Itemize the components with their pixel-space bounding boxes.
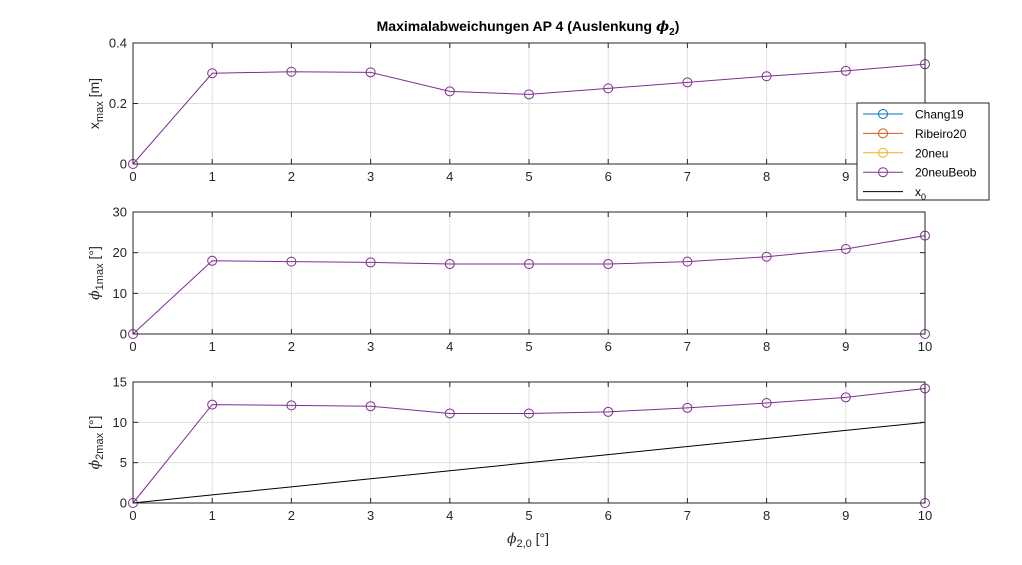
data-point-20neuBeob	[286, 400, 297, 411]
x-tick-label: 9	[842, 508, 849, 523]
y-tick-label: 0	[120, 157, 127, 172]
data-point-20neuBeob	[682, 402, 693, 413]
x-tick-label: 0	[129, 339, 136, 354]
data-point-20neuBeob	[207, 255, 218, 266]
data-point-20neuBeob	[761, 71, 772, 82]
data-point-20neuBeob	[840, 244, 851, 255]
legend-marker-Chang19	[878, 109, 888, 119]
data-point-20neuBeob	[761, 251, 772, 262]
y-tick-label: 20	[113, 245, 127, 260]
x-tick-label: 7	[684, 508, 691, 523]
data-point-20neuBeob	[524, 89, 534, 100]
data-point-20neuBeob	[603, 83, 614, 94]
x-tick-label: 1	[209, 169, 216, 184]
data-point-20neuBeob	[603, 259, 614, 270]
y-axis-label: xmax [m]	[86, 78, 106, 129]
data-point-20neuBeob	[682, 256, 693, 267]
y-tick-label: 0	[120, 496, 127, 511]
x-tick-label: 0	[129, 508, 136, 523]
y-tick-label: 10	[113, 415, 127, 430]
subplot-3: 0 1 2 3 4 5 6 7 8 9 10 0 5 10 15 ϕ2max [°]	[86, 375, 932, 524]
series-line-20neuBeob	[132, 234, 926, 335]
data-point-20neuBeob	[365, 401, 376, 412]
y-tick-label: 10	[113, 286, 127, 301]
x-tick-label: 2	[288, 169, 295, 184]
x-tick-label: 6	[605, 508, 612, 523]
subplot-2: 0 1 2 3 4 5 6 7 8 9 10 0 10 20 30 ϕ1max [°]	[86, 205, 932, 355]
x-tick-label: 8	[763, 169, 770, 184]
data-point-20neuBeob	[444, 259, 455, 270]
x-tick-label: 1	[209, 508, 216, 523]
data-point-20neuBeob	[524, 408, 534, 419]
data-point-20neuBeob	[524, 259, 534, 270]
x-tick-label: 3	[367, 508, 374, 523]
x-tick-label: 5	[525, 339, 532, 354]
data-point-20neuBeob	[207, 399, 218, 410]
series-line-x0	[132, 421, 926, 504]
data-point-20neuBeob	[840, 65, 851, 76]
y-tick-label: 0.4	[109, 36, 127, 51]
y-axis-label: ϕ1max [°]	[86, 246, 106, 300]
legend-label: Ribeiro20	[915, 127, 967, 141]
series-line-20neuBeob	[132, 387, 926, 504]
x-tick-label: 10	[918, 508, 932, 523]
x-tick-label: 3	[367, 169, 374, 184]
x-tick-label: 9	[842, 169, 849, 184]
y-tick-label: 15	[113, 375, 127, 390]
x-tick-label: 10	[918, 339, 932, 354]
x-tick-label: 5	[525, 169, 532, 184]
data-point-20neuBeob	[286, 66, 297, 77]
x-tick-label: 7	[684, 339, 691, 354]
series-line-20neuBeob	[132, 63, 926, 165]
x-tick-label: 3	[367, 339, 374, 354]
legend-label: Chang19	[915, 108, 964, 122]
data-point-20neuBeob	[365, 67, 376, 78]
data-point-20neuBeob	[761, 397, 772, 408]
legend-marker-20neuBeob	[878, 167, 888, 178]
x-tick-label: 1	[209, 339, 216, 354]
y-tick-label: 0.2	[109, 96, 127, 111]
legend-marker-20neu	[878, 147, 888, 158]
x-tick-label: 4	[446, 339, 453, 354]
x-tick-label: 4	[446, 508, 453, 523]
x-tick-label: 8	[763, 339, 770, 354]
data-point-20neuBeob	[603, 406, 614, 417]
x-tick-label: 6	[605, 169, 612, 184]
legend-label: 20neu	[915, 146, 948, 160]
legend: Chang19 Ribeiro20 20neu 20neuBeob x0	[856, 102, 990, 202]
y-tick-label: 5	[120, 455, 127, 470]
data-point-20neuBeob	[365, 257, 376, 268]
x-axis-label: ϕ2,0 [°]	[507, 530, 549, 550]
x-tick-label: 5	[525, 508, 532, 523]
x-tick-label: 0	[129, 169, 136, 184]
data-point-20neuBeob	[444, 408, 455, 419]
x-tick-label: 2	[288, 508, 295, 523]
legend-marker-Ribeiro20	[878, 128, 888, 139]
y-tick-label: 0	[120, 327, 127, 342]
data-point-20neuBeob	[444, 86, 455, 97]
x-tick-label: 8	[763, 508, 770, 523]
y-tick-label: 30	[113, 205, 127, 220]
data-point-20neuBeob	[207, 68, 218, 79]
x-tick-label: 7	[684, 169, 691, 184]
data-point-20neuBeob	[840, 392, 851, 403]
legend-label: 20neuBeob	[915, 166, 977, 180]
x-tick-label: 6	[605, 339, 612, 354]
chart-title: Maximalabweichungen AP 4 (Auslenkung ϕ2)	[377, 18, 680, 38]
x-tick-label: 9	[842, 339, 849, 354]
y-axis-label: ϕ2max [°]	[86, 416, 106, 470]
legend-label: x0	[915, 185, 926, 202]
data-point-20neuBeob	[682, 77, 693, 88]
x-tick-label: 4	[446, 169, 453, 184]
x-tick-label: 2	[288, 339, 295, 354]
data-point-20neuBeob	[286, 256, 297, 267]
